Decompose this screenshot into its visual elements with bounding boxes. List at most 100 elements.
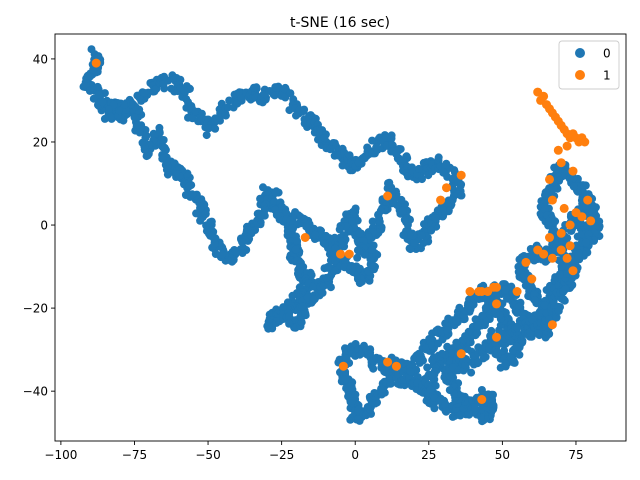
series-0-point — [368, 245, 377, 254]
series-1-point — [545, 174, 554, 184]
series-0-point — [561, 285, 570, 293]
series-1-point — [545, 233, 554, 242]
series-0-point — [428, 356, 437, 365]
series-0-point — [256, 211, 265, 220]
points-layer — [79, 45, 604, 426]
series-0-point — [506, 337, 515, 346]
series-1-point — [547, 320, 557, 330]
series-0-point — [302, 222, 311, 231]
series-1-point — [562, 141, 572, 151]
series-0-point — [300, 105, 309, 114]
series-0-point — [470, 403, 479, 412]
series-0-point — [83, 71, 92, 80]
series-1-point — [336, 249, 345, 259]
series-1-point — [477, 287, 487, 296]
series-0-point — [441, 160, 450, 169]
series-0-point — [286, 237, 295, 245]
series-0-point — [204, 124, 213, 133]
series-0-point — [320, 134, 329, 143]
y-tick-label: −20 — [23, 302, 48, 316]
series-1-point — [383, 357, 393, 367]
series-0-point — [430, 404, 439, 413]
legend-marker-series-1 — [575, 70, 585, 80]
series-0-point — [355, 229, 364, 238]
series-1-point — [344, 249, 354, 259]
series-0-point — [369, 364, 378, 373]
series-1-point — [512, 287, 522, 296]
series-0-point — [427, 226, 436, 235]
series-0-point — [301, 309, 310, 318]
series-1-point — [521, 257, 531, 267]
series-1-point — [489, 282, 499, 292]
series-1-point — [442, 183, 451, 193]
series-1-point — [383, 191, 393, 201]
series-0-point — [238, 249, 247, 257]
series-0-point — [559, 295, 568, 304]
series-1-point — [559, 203, 569, 213]
series-0-point — [574, 251, 583, 260]
series-0-point — [292, 237, 301, 245]
series-0-point — [160, 72, 169, 81]
series-0-point — [120, 101, 128, 109]
series-0-point — [141, 132, 150, 141]
series-0-point — [298, 302, 307, 311]
series-0-point — [109, 100, 118, 109]
series-0-point — [581, 238, 590, 247]
series-0-point — [512, 342, 521, 351]
series-0-point — [188, 190, 197, 199]
series-1-point — [391, 361, 401, 371]
series-1-point — [547, 253, 557, 263]
series-0-point — [100, 114, 109, 123]
x-tick-label: 50 — [495, 448, 510, 462]
series-0-point — [473, 321, 482, 330]
series-1-point — [562, 253, 572, 263]
series-0-point — [442, 407, 451, 416]
series-1-point — [568, 266, 578, 276]
series-0-point — [423, 363, 432, 372]
series-0-point — [93, 82, 102, 91]
series-0-point — [249, 83, 258, 92]
series-0-point — [489, 401, 498, 410]
series-0-point — [455, 303, 464, 312]
series-0-point — [140, 88, 149, 97]
series-0-point — [331, 244, 340, 253]
series-0-point — [368, 217, 377, 226]
series-0-point — [321, 240, 329, 249]
series-0-point — [528, 315, 537, 324]
series-0-point — [392, 149, 401, 158]
series-0-point — [438, 349, 447, 358]
series-0-point — [94, 90, 103, 99]
x-axis: −100 −75 −50 −25 0 25 50 75 — [44, 441, 584, 462]
series-0-point — [405, 230, 414, 239]
legend: 0 1 — [558, 40, 620, 90]
series-1-point — [492, 299, 501, 309]
series-0-point — [157, 136, 166, 144]
series-0-point — [530, 296, 539, 305]
series-0-point — [324, 263, 332, 271]
x-tick-label: 25 — [421, 448, 436, 462]
series-1-point — [338, 361, 348, 371]
series-0-point — [541, 191, 549, 200]
series-0-point — [445, 386, 454, 395]
series-0-point — [355, 279, 364, 288]
series-0-point — [562, 269, 571, 278]
series-1-point — [586, 216, 596, 226]
series-0-point — [519, 271, 528, 280]
series-0-point — [351, 390, 360, 399]
x-tick-label: −50 — [195, 448, 220, 462]
series-0-point — [555, 270, 564, 279]
y-tick-label: −40 — [23, 385, 48, 399]
series-0-point — [446, 372, 455, 381]
series-1-point — [565, 241, 575, 251]
series-0-point — [307, 271, 316, 280]
series-1-point — [556, 158, 566, 168]
series-0-point — [155, 128, 164, 136]
series-0-point — [180, 87, 189, 96]
series-0-point — [372, 143, 381, 152]
series-0-point — [540, 301, 549, 310]
series-0-point — [410, 239, 419, 247]
series-1-point — [492, 332, 501, 342]
series-0-point — [282, 208, 291, 217]
series-0-point — [237, 94, 246, 103]
series-1-point — [547, 195, 557, 205]
